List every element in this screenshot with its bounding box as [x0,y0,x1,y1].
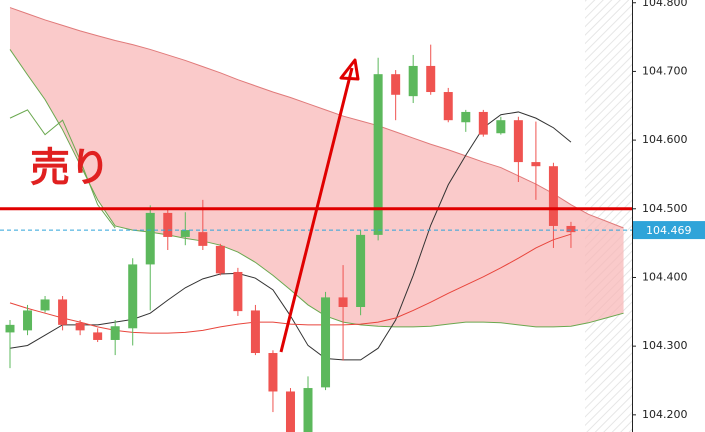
candle-body [40,299,50,311]
candle-body [303,388,313,432]
candle-body [128,264,138,329]
candle-body [75,322,85,331]
arrow [279,58,360,353]
y-tick-label: 104.800 [642,0,688,9]
axis-labels: 104.800 104.700 104.600 104.500 104.400 104.3… [632,0,705,421]
candle-body [531,162,541,167]
y-tick-label: 104.600 [642,133,688,146]
indicator-line [9,233,572,334]
candle-body [496,120,506,134]
candle-body [548,166,558,226]
candle-body [198,232,208,246]
annotation: 売り [30,145,110,191]
candle-body [180,230,190,237]
candle-body [478,111,488,135]
y-tick-label: 104.500 [642,202,688,215]
candle-body [215,245,225,274]
candle-body [408,65,418,97]
y-tick-label: 104.700 [642,64,688,77]
candle-body [233,271,243,312]
candle-body [58,299,68,325]
y-tick-label: 104.300 [642,339,688,352]
last-price-box [633,221,705,240]
indicator-line [9,109,116,229]
candle-body [250,310,260,354]
candle-body [93,332,103,340]
cloud [10,7,624,327]
candle-body [338,297,348,308]
candle-body [356,234,366,308]
candle-body [443,92,453,121]
y-tick-label: 104.400 [642,270,688,283]
candle-body [566,225,576,233]
candle-body [321,297,331,388]
candle-body [23,310,33,331]
cloud-lower [9,49,624,328]
last-price-label: 104.469 [646,224,692,237]
arrow-head [339,58,360,81]
arrow-shaft [279,67,354,353]
candle-body [391,74,401,95]
cloud-upper [9,7,624,229]
candle-body [268,353,278,392]
plot-area [0,7,632,432]
candle-body [285,391,295,432]
candle-body [426,65,436,93]
candle-body [145,212,155,265]
candle-body [461,111,471,123]
candle-body [5,324,15,333]
candle-body [163,212,173,237]
y-tick-label: 104.200 [642,408,688,421]
candle-body [110,326,120,340]
candle-body [373,74,383,235]
candle-body [513,120,523,163]
